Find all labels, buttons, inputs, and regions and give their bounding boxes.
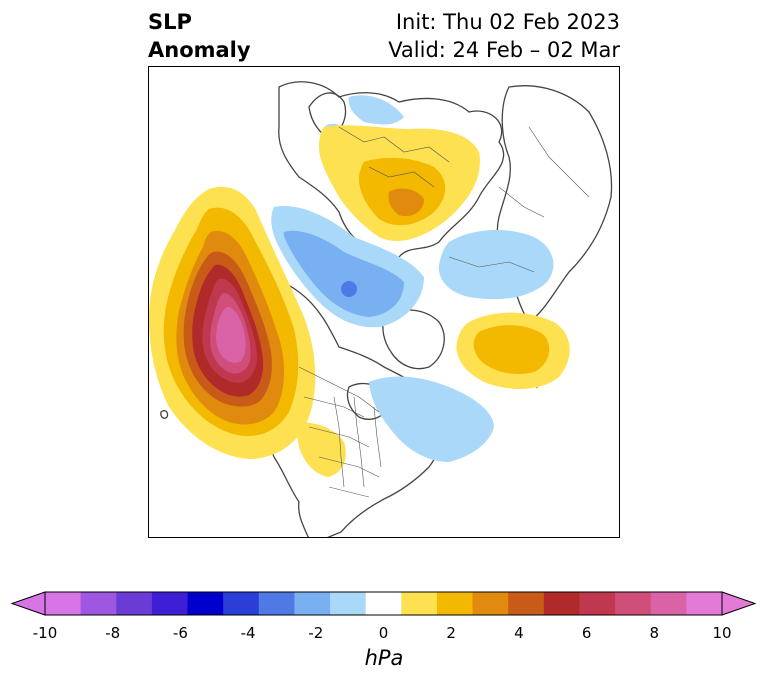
colorbar-bin [615, 592, 652, 615]
colorbar-bin [294, 592, 331, 615]
colorbar-frame [44, 591, 723, 616]
init-date: Init: Thu 02 Feb 2023 [395, 10, 620, 34]
colorbar-bins [10, 591, 757, 616]
title-variable-line2: Anomaly [148, 38, 251, 62]
colorbar-tick-label: 0 [378, 624, 389, 642]
colorbar-tick-label: 4 [514, 624, 524, 642]
colorbar-bin [436, 592, 474, 615]
colorbar-tick-label: -6 [172, 624, 188, 642]
colorbar-tick-label: -4 [240, 624, 256, 642]
colorbar-bin [508, 592, 545, 615]
valid-range: Valid: 24 Feb – 02 Mar [388, 38, 620, 62]
colorbar-tick-label: -2 [308, 624, 324, 642]
positive-anomaly-pacific [456, 312, 570, 389]
colorbar-tick-label: 6 [581, 624, 592, 642]
colorbar-bin [579, 592, 616, 615]
colorbar-bin [258, 592, 295, 615]
map-panel [148, 66, 620, 538]
title-variable-line1: SLP [148, 10, 192, 34]
colorbar-tick-label: 8 [649, 624, 660, 642]
colorbar-tick-label: 10 [712, 624, 732, 642]
colorbar-bin [686, 592, 723, 615]
country-borders [298, 126, 590, 498]
colorbar-bin [543, 592, 580, 615]
colorbar-bin [472, 592, 509, 615]
colorbar-bin [401, 592, 438, 615]
colorbar-bin [650, 592, 687, 615]
colorbar [10, 591, 757, 616]
colorbar-bin [80, 592, 117, 615]
colorbar-extend-min [10, 591, 46, 616]
colorbar-bin [45, 592, 82, 615]
colorbar-bin [151, 592, 189, 615]
map-dates: Init: Thu 02 Feb 2023 Valid: 24 Feb – 02… [388, 8, 620, 64]
colorbar-tick-label: -10 [32, 624, 58, 642]
colorbar-unit-label: hPa [364, 646, 404, 670]
colorbar-bin [223, 592, 260, 615]
colorbar-bin [187, 592, 224, 615]
positive-anomaly-western-us [297, 422, 346, 477]
anomaly-map [149, 81, 613, 537]
colorbar-tick-label: 2 [446, 624, 456, 642]
positive-anomaly-eurasia [319, 125, 480, 242]
map-title: SLP Anomaly [148, 8, 251, 64]
colorbar-bin [365, 592, 402, 615]
positive-anomaly-northeast-pacific [149, 186, 316, 459]
colorbar-extend-max [721, 591, 757, 616]
colorbar-tick-label: -8 [105, 624, 121, 642]
colorbar-bin [116, 592, 153, 615]
colorbar-bin [330, 592, 367, 615]
